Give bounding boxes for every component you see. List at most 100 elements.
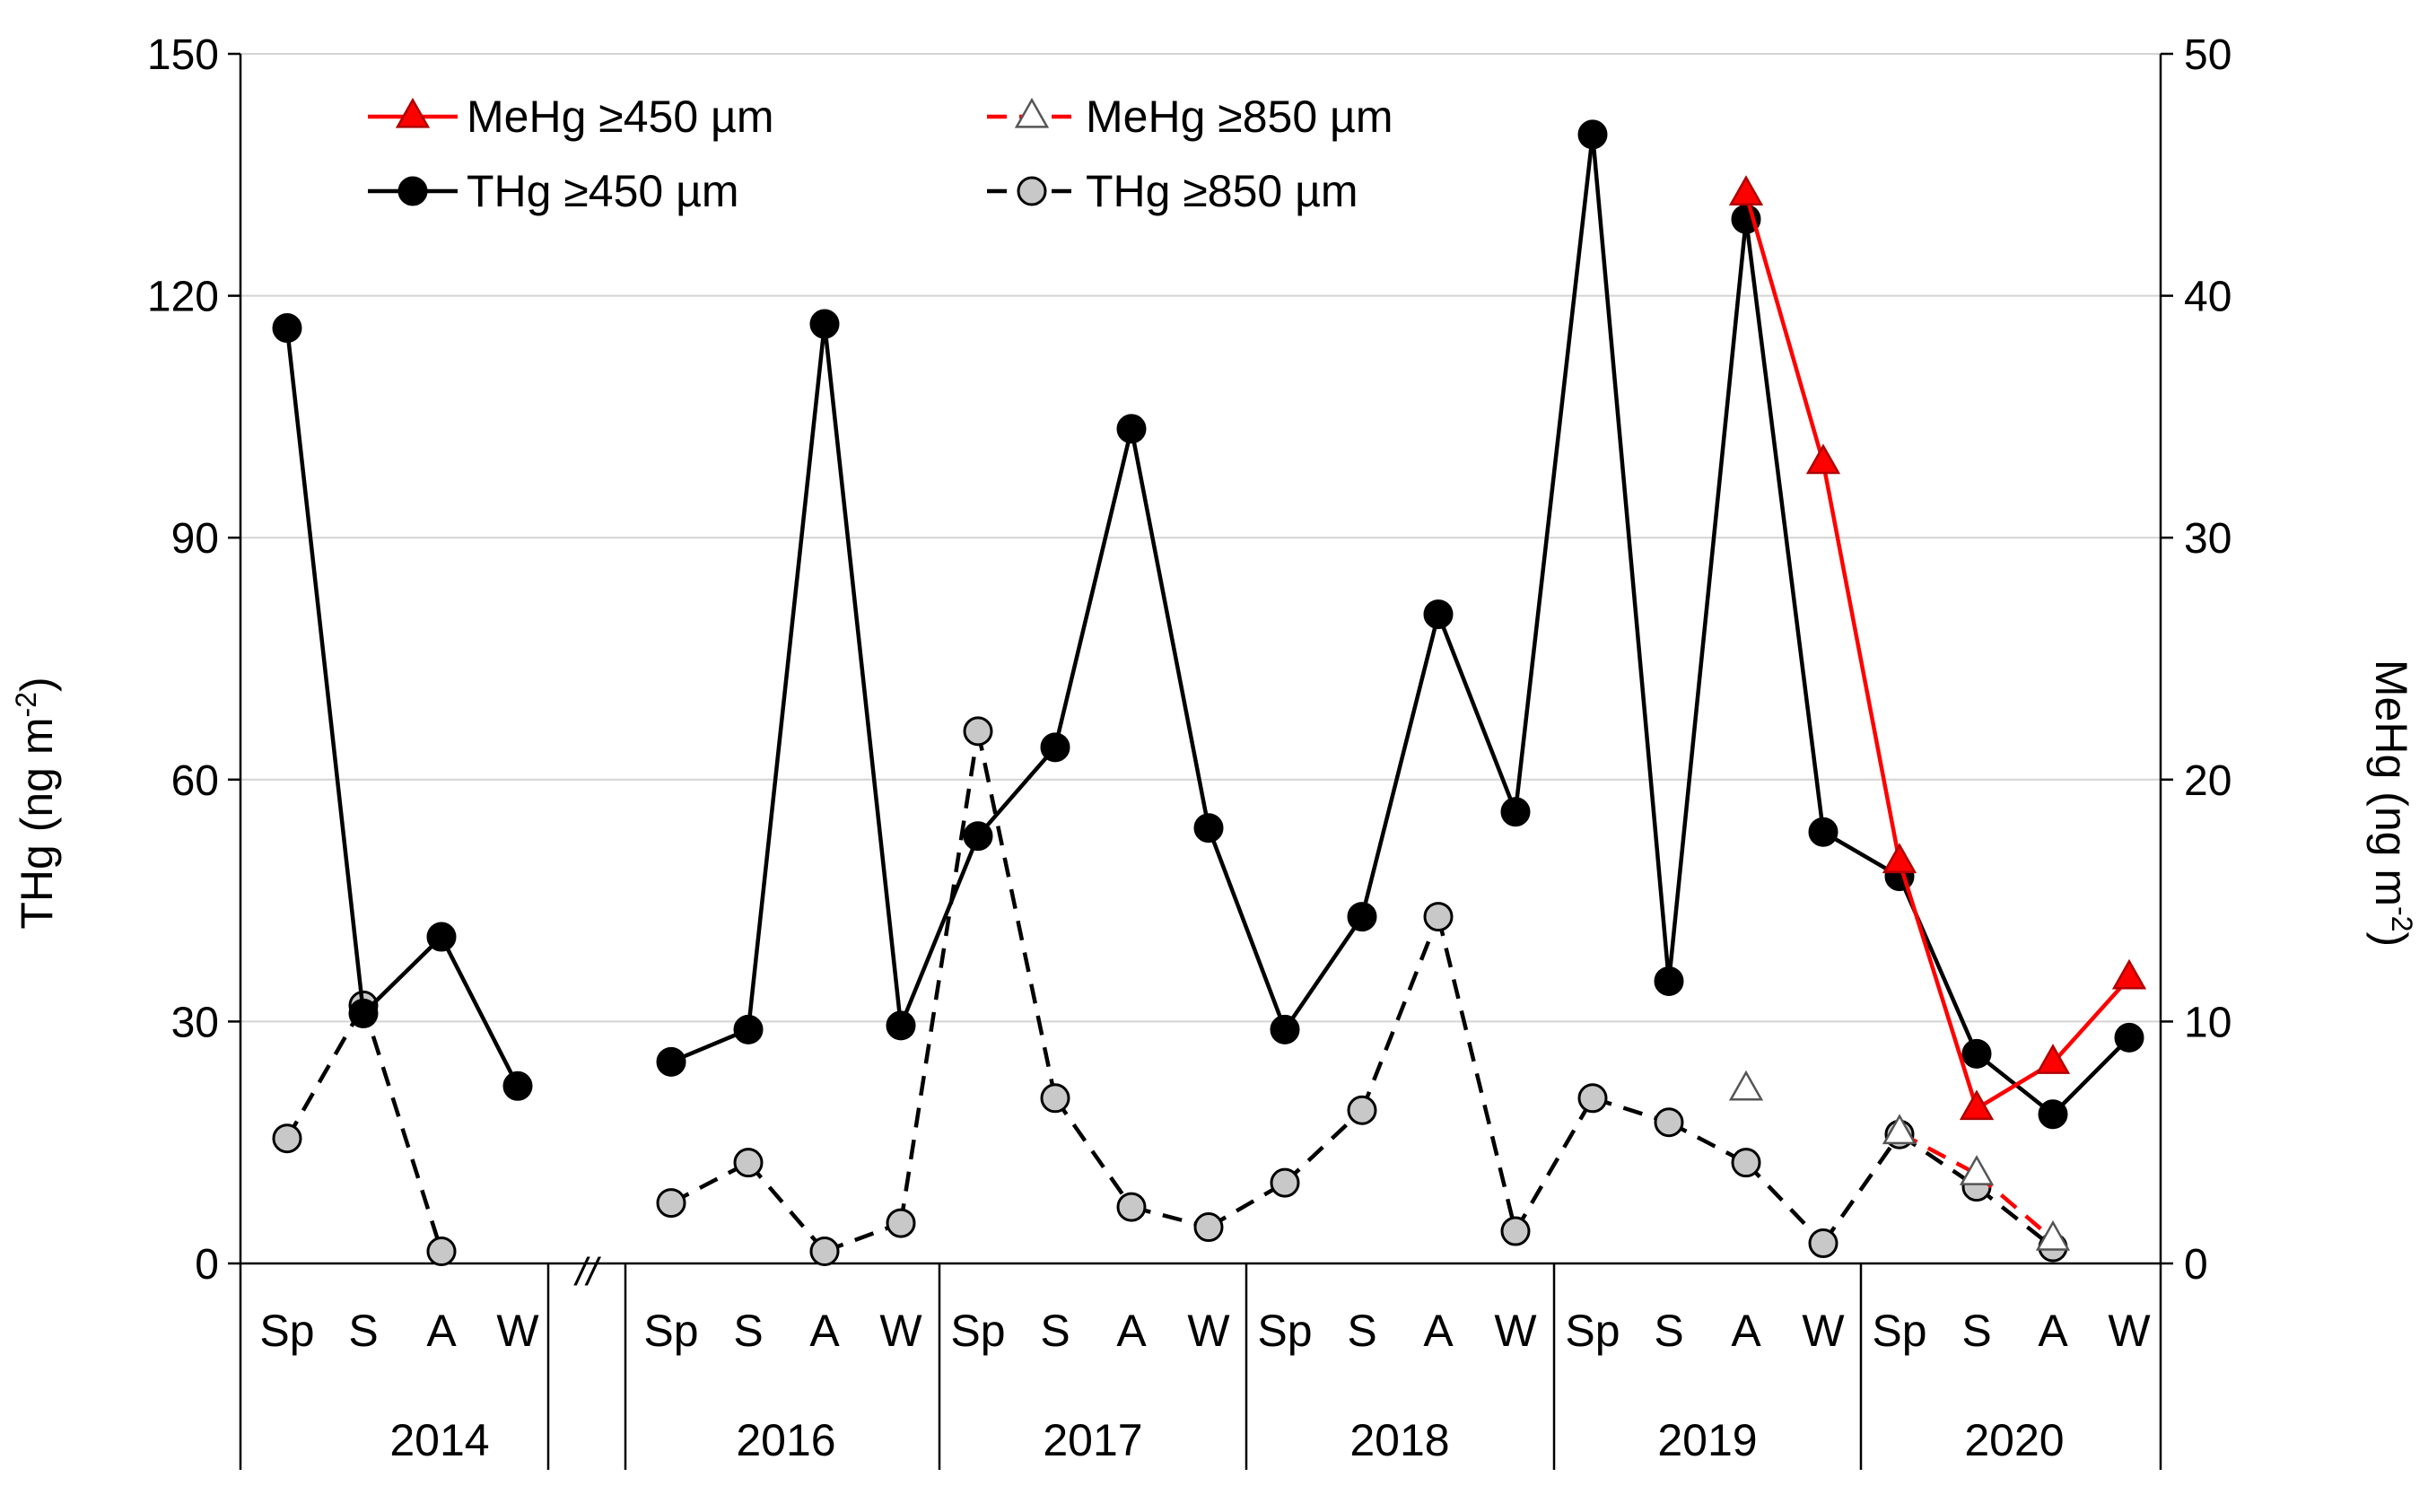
series-line-segment	[1975, 1184, 2055, 1249]
legend-item: MeHg ≥450 µm	[368, 92, 773, 142]
data-point	[2114, 1022, 2144, 1053]
series-line-segment	[1513, 134, 1595, 813]
series-line-segment	[898, 730, 981, 1224]
data-point	[1040, 732, 1070, 763]
data-point	[1959, 1155, 1995, 1185]
data-point	[1882, 1114, 1917, 1145]
series-line-segment	[285, 1004, 365, 1140]
series-mehg-850-m	[1728, 1070, 2071, 1251]
data-point	[656, 1188, 686, 1219]
data-point	[1040, 1083, 1070, 1114]
series-line-segment	[1206, 826, 1288, 1031]
series-mehg-450-m	[1728, 175, 2147, 1121]
data-point	[502, 1071, 533, 1101]
data-point	[1654, 1107, 1684, 1138]
legend-label: MeHg ≥450 µm	[467, 92, 773, 142]
series-line-segment	[2051, 976, 2131, 1064]
series-line-segment	[1052, 428, 1134, 748]
y2-axis-label: MeHg (ng m-2)	[2366, 660, 2418, 947]
series-line-segment	[1590, 134, 1672, 982]
data-point	[272, 313, 302, 344]
x-tick-label: S	[348, 1306, 378, 1356]
data-point	[1193, 813, 1224, 843]
data-point	[1654, 966, 1684, 996]
data-point	[348, 998, 379, 1028]
x-tick-label: Sp	[950, 1306, 1005, 1356]
data-point	[733, 1014, 764, 1044]
x-tick-label: W	[1494, 1306, 1537, 1356]
data-point	[1728, 1070, 1764, 1101]
y2-tick-label: 50	[2184, 31, 2231, 79]
y-tick-label: 120	[147, 274, 219, 321]
data-point	[886, 1208, 916, 1238]
data-point	[1728, 175, 1764, 206]
x-tick-label: W	[1187, 1306, 1230, 1356]
x-tick-label: W	[2108, 1306, 2151, 1356]
legend-item: THg ≥450 µm	[368, 166, 739, 216]
legend-label: MeHg ≥850 µm	[1086, 92, 1393, 142]
x-tick-label: A	[2038, 1306, 2068, 1356]
data-point	[1959, 1089, 1995, 1121]
series-line-segment	[361, 1004, 444, 1253]
gridlines	[240, 53, 2161, 1023]
series	[272, 119, 2147, 1267]
x-year-label: 2016	[736, 1415, 835, 1465]
data-point	[272, 1123, 302, 1154]
data-point	[2038, 1099, 2068, 1130]
x-tick-label: A	[1423, 1306, 1454, 1356]
data-point	[1270, 1167, 1300, 1198]
series-thg-450-m	[272, 119, 2144, 1130]
data-point	[963, 821, 993, 852]
data-point	[426, 1237, 457, 1267]
y-tick-label: 150	[147, 31, 219, 79]
x-tick-label: S	[733, 1306, 763, 1356]
x-tick-label: S	[1040, 1306, 1070, 1356]
data-point	[426, 922, 457, 952]
series-line-segment	[1359, 915, 1441, 1112]
y-axis-label: THg (ng m-2)	[10, 677, 62, 929]
x-tick-label: Sp	[1257, 1306, 1312, 1356]
series-thg-850-m	[272, 716, 2068, 1267]
data-point	[1423, 902, 1454, 932]
x-tick-label: A	[809, 1306, 840, 1356]
x-year-label: 2019	[1657, 1415, 1757, 1465]
x-tick-label: S	[1961, 1306, 1991, 1356]
series-line-segment	[1821, 462, 1902, 862]
axis-labels: THg (ng m-2) MeHg (ng m-2)	[10, 660, 2418, 947]
x-tick-label: Sp	[1872, 1306, 1926, 1356]
x-tick-label: Sp	[259, 1306, 314, 1356]
y2-tick-label: 10	[2184, 999, 2231, 1046]
y2-tick-label: 20	[2184, 757, 2231, 805]
series-line-segment	[1666, 218, 1749, 982]
data-point	[1731, 1148, 1761, 1178]
legend-swatch-marker	[397, 176, 428, 206]
data-point	[1808, 1228, 1838, 1259]
series-line-segment	[362, 935, 443, 1016]
legend-swatch-marker	[395, 97, 431, 128]
x-tick-label: S	[1654, 1306, 1683, 1356]
data-point	[1193, 1212, 1224, 1243]
data-point	[1500, 1216, 1531, 1246]
y2-tick-label: 30	[2184, 515, 2231, 563]
series-line-segment	[746, 323, 827, 1030]
data-point	[1808, 817, 1838, 847]
data-point	[1882, 843, 1917, 874]
data-point	[809, 309, 840, 339]
legend-swatch-marker	[1017, 176, 1047, 206]
x-tick-label: S	[1347, 1306, 1376, 1356]
data-point	[2111, 958, 2147, 990]
legend-swatch-marker	[1014, 97, 1050, 128]
data-point	[2035, 1044, 2071, 1074]
data-point	[1347, 902, 1377, 932]
data-point	[1577, 1083, 1608, 1114]
x-tick-label: W	[1802, 1306, 1845, 1356]
series-line-segment	[1283, 915, 1364, 1031]
series-line-segment	[898, 835, 981, 1027]
axis-break-mark: //	[573, 1250, 601, 1294]
data-point	[1116, 414, 1147, 444]
series-line-segment	[284, 328, 366, 1014]
series-line-segment	[1436, 916, 1518, 1232]
series-line-segment	[1743, 193, 1826, 464]
data-point	[809, 1237, 840, 1267]
